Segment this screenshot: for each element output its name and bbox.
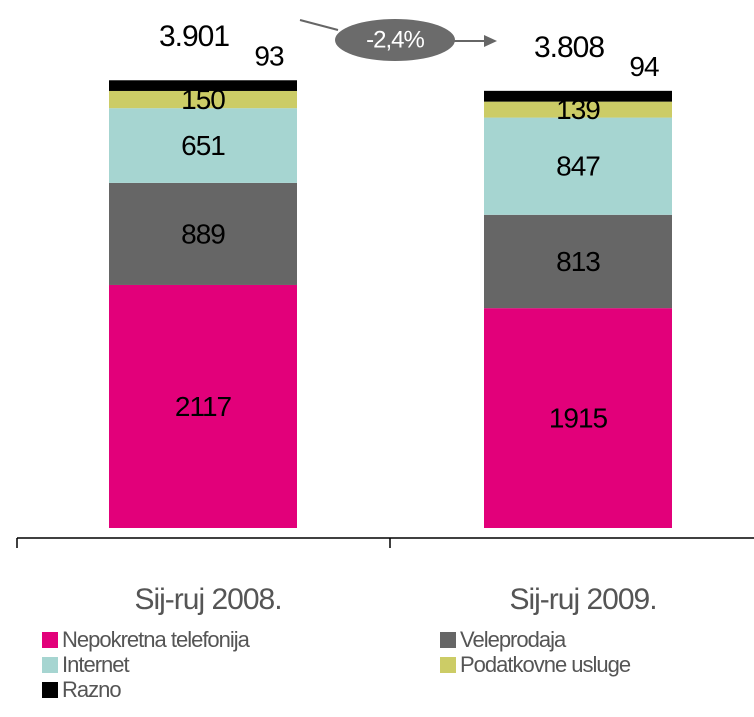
data-label: 847 bbox=[556, 151, 600, 182]
data-label: 2117 bbox=[175, 391, 232, 422]
legend-label: Internet bbox=[62, 652, 129, 677]
data-label: 93 bbox=[254, 41, 284, 72]
bar-segment bbox=[484, 308, 672, 528]
legend-swatch bbox=[440, 632, 456, 648]
bar-segment bbox=[484, 117, 672, 215]
bar-segment bbox=[109, 182, 297, 285]
bar-segment bbox=[109, 284, 297, 528]
data-label: 813 bbox=[556, 246, 600, 277]
data-label: 94 bbox=[629, 51, 659, 82]
annotation: -2,4% bbox=[366, 26, 424, 53]
legend-label: Veleprodaja bbox=[460, 627, 567, 652]
data-label: 651 bbox=[181, 130, 225, 161]
bar-segment bbox=[109, 80, 297, 91]
legend-label: Razno bbox=[62, 677, 121, 702]
legend-swatch bbox=[440, 657, 456, 673]
bar-segment bbox=[109, 90, 297, 109]
x-tick-label: Sij-ruj 2008. bbox=[134, 583, 281, 616]
data-label: 1915 bbox=[549, 402, 608, 433]
legend-label: Podatkovne usluge bbox=[460, 652, 631, 677]
arrow bbox=[299, 19, 339, 31]
legend-label: Nepokretna telefonija bbox=[62, 627, 251, 652]
legend-swatch bbox=[42, 682, 58, 698]
legend-swatch bbox=[42, 632, 58, 648]
total-label: 3.808 bbox=[534, 31, 604, 64]
bar-segment bbox=[484, 214, 672, 309]
bar-segment bbox=[484, 90, 672, 102]
total-label: 3.901 bbox=[159, 20, 229, 53]
x-tick-label: Sij-ruj 2009. bbox=[509, 583, 656, 616]
bar-segment bbox=[109, 108, 297, 183]
data-label: 889 bbox=[181, 218, 225, 249]
legend-swatch bbox=[42, 657, 58, 673]
arrow-head bbox=[484, 35, 497, 47]
bar-segment bbox=[484, 101, 672, 118]
annotation-badge bbox=[335, 19, 455, 61]
